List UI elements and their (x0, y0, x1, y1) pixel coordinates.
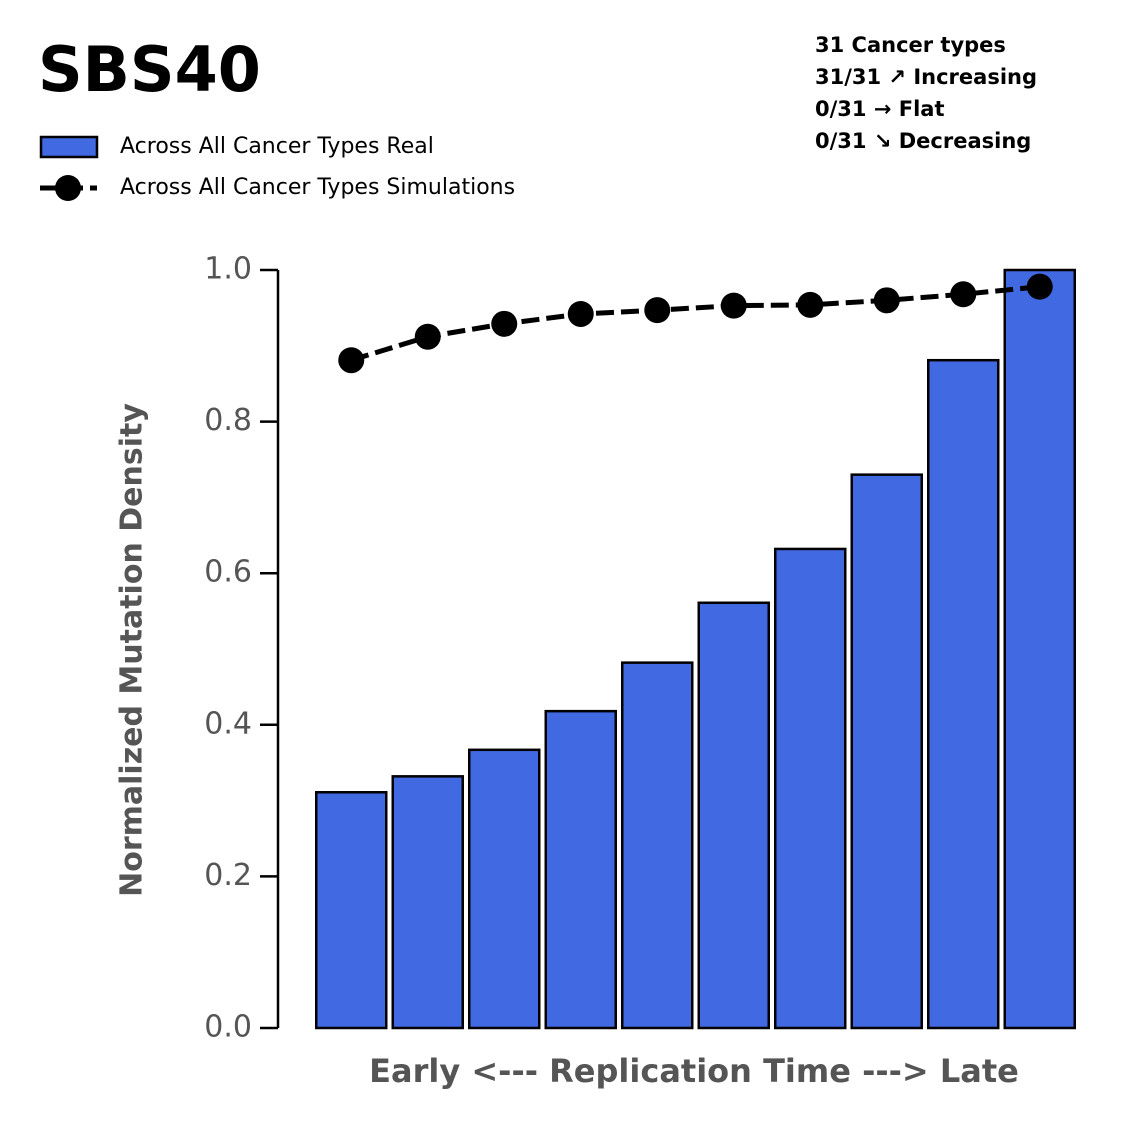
legend-swatch (39, 135, 99, 159)
annotation: 31/31 ↗ Increasing (815, 65, 1037, 89)
bar (774, 547, 847, 1030)
point (414, 323, 441, 350)
bar (468, 748, 541, 1030)
legend-label: Across All Cancer Types Real (120, 134, 434, 159)
bar (850, 473, 923, 1030)
bar (621, 661, 694, 1030)
y-tick-label: 0.0 (204, 1010, 252, 1045)
bar (1003, 268, 1076, 1030)
y-tick-label: 0.2 (204, 858, 252, 893)
legend-marker (55, 175, 81, 201)
point (338, 347, 365, 374)
bar (315, 791, 388, 1030)
bar (927, 358, 1000, 1030)
point (950, 281, 977, 308)
bar (544, 709, 617, 1030)
chart-title: SBS40 (38, 33, 261, 106)
x-axis-label: Early <--- Replication Time ---> Late (369, 1052, 1019, 1090)
bar (391, 775, 464, 1030)
y-tick-label: 1.0 (204, 252, 252, 287)
annotation: 31 Cancer types (815, 33, 1006, 57)
point (567, 300, 594, 327)
y-axis-label: Normalized Mutation Density (115, 403, 150, 897)
annotation: 0/31 ↘ Decreasing (815, 129, 1031, 153)
point (797, 291, 824, 318)
point (1026, 273, 1053, 300)
y-tick-label: 0.6 (204, 555, 252, 590)
annotation: 0/31 → Flat (815, 97, 944, 121)
point (720, 292, 747, 319)
point (491, 310, 518, 337)
point (644, 297, 671, 324)
y-tick-label: 0.8 (204, 403, 252, 438)
point (873, 287, 900, 314)
y-tick-label: 0.4 (204, 706, 252, 741)
legend-label: Across All Cancer Types Simulations (120, 175, 515, 200)
bar (697, 601, 770, 1030)
line (350, 284, 1040, 363)
